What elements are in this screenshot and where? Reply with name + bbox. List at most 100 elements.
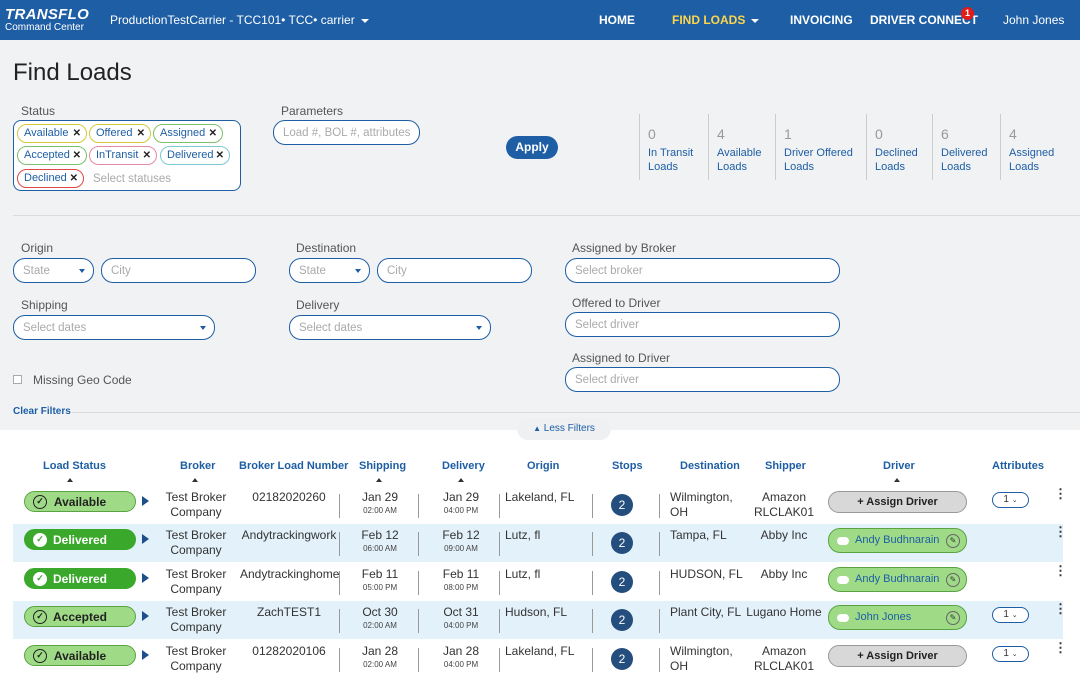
- stops-count[interactable]: 2: [611, 571, 633, 593]
- more-options-icon[interactable]: ⋮: [1054, 524, 1067, 539]
- edit-icon[interactable]: ✎: [946, 611, 960, 625]
- less-filters-button[interactable]: ▲ Less Filters: [517, 418, 611, 440]
- close-icon[interactable]: ✕: [142, 150, 151, 161]
- sort-arrow-icon[interactable]: [67, 478, 73, 482]
- apply-button[interactable]: Apply: [506, 136, 558, 159]
- driver-pill[interactable]: Andy Budhnarain ✎: [828, 528, 967, 553]
- stops-count[interactable]: 2: [611, 532, 633, 554]
- driver-pill[interactable]: Andy Budhnarain ✎: [828, 567, 967, 592]
- nav-find-loads[interactable]: FIND LOADS: [672, 13, 760, 27]
- attributes-dropdown[interactable]: 1 ⌄: [992, 492, 1029, 508]
- more-options-icon[interactable]: ⋮: [1054, 601, 1067, 616]
- user-menu[interactable]: John Jones: [1003, 13, 1065, 27]
- col-load-status[interactable]: Load Status: [43, 460, 106, 472]
- close-icon[interactable]: ✕: [69, 173, 78, 184]
- chat-bubble-icon[interactable]: [837, 537, 849, 545]
- load-number[interactable]: Andytrackinghome: [240, 567, 340, 581]
- sort-arrow-icon[interactable]: [894, 478, 900, 482]
- status-multiselect[interactable]: Available ✕ Offered ✕ Assigned ✕ Accepted ✕ …: [13, 120, 241, 191]
- offered-to-driver-select[interactable]: Select driver: [565, 312, 840, 337]
- stat-available[interactable]: 4 Available Loads: [708, 114, 774, 180]
- assigned-to-driver-select[interactable]: Select driver: [565, 367, 840, 392]
- close-icon[interactable]: ✕: [72, 150, 81, 161]
- col-shipping[interactable]: Shipping: [359, 460, 407, 472]
- nav-home[interactable]: HOME: [599, 13, 635, 27]
- status-pill-available[interactable]: ✓ Available: [24, 645, 136, 666]
- chip-declined[interactable]: Declined ✕: [17, 169, 84, 188]
- col-destination[interactable]: Destination: [680, 460, 740, 472]
- table-row[interactable]: ✓ Accepted Test Broker Company ZachTEST1 O…: [13, 601, 1067, 639]
- stops-count[interactable]: 2: [611, 494, 633, 516]
- load-number[interactable]: Andytrackingwork: [241, 528, 337, 542]
- more-options-icon[interactable]: ⋮: [1054, 640, 1067, 655]
- shipping-date-select[interactable]: Select dates: [13, 315, 215, 340]
- close-icon[interactable]: ✕: [208, 128, 217, 139]
- stat-assigned[interactable]: 4 Assigned Loads: [1000, 114, 1070, 180]
- close-icon[interactable]: ✕: [72, 128, 81, 139]
- stops-count[interactable]: 2: [611, 648, 633, 670]
- expand-arrow-icon[interactable]: [142, 573, 149, 583]
- expand-arrow-icon[interactable]: [142, 650, 149, 660]
- col-delivery[interactable]: Delivery: [442, 460, 485, 472]
- close-icon[interactable]: ✕: [215, 150, 224, 161]
- expand-arrow-icon[interactable]: [142, 534, 149, 544]
- destination-city-input[interactable]: City: [377, 258, 532, 283]
- transflo-logo[interactable]: TRANSFLO Command Center: [5, 7, 89, 33]
- close-icon[interactable]: ✕: [136, 128, 145, 139]
- chip-available[interactable]: Available ✕: [17, 124, 87, 143]
- col-attributes[interactable]: Attributes: [992, 460, 1044, 472]
- expand-arrow-icon[interactable]: [142, 496, 149, 506]
- col-broker-load-number[interactable]: Broker Load Number: [239, 460, 349, 472]
- col-stops[interactable]: Stops: [612, 460, 643, 472]
- driver-pill[interactable]: John Jones ✎: [828, 605, 967, 630]
- chat-bubble-icon[interactable]: [837, 614, 849, 622]
- chip-delivered[interactable]: Delivered ✕: [160, 146, 230, 165]
- parameters-input[interactable]: Load #, BOL #, attributes: [273, 120, 420, 145]
- stat-driver-offered[interactable]: 1 Driver Offered Loads: [775, 114, 865, 180]
- stops-count[interactable]: 2: [611, 609, 633, 631]
- table-row[interactable]: ✓ Delivered Test Broker Company Andytracki…: [13, 524, 1067, 562]
- assigned-by-broker-select[interactable]: Select broker: [565, 258, 840, 283]
- status-pill-accepted[interactable]: ✓ Accepted: [24, 606, 136, 627]
- carrier-selector[interactable]: ProductionTestCarrier - TCC101• TCC• car…: [110, 13, 369, 27]
- more-options-icon[interactable]: ⋮: [1054, 563, 1067, 578]
- col-broker[interactable]: Broker: [180, 460, 216, 472]
- origin-city-input[interactable]: City: [101, 258, 256, 283]
- chip-intransit[interactable]: InTransit ✕: [89, 146, 157, 165]
- load-number[interactable]: 01282020106: [252, 644, 326, 658]
- attributes-dropdown[interactable]: 1 ⌄: [992, 646, 1029, 662]
- assign-driver-button[interactable]: + Assign Driver: [828, 645, 967, 667]
- col-origin[interactable]: Origin: [527, 460, 560, 472]
- destination-state-select[interactable]: State: [289, 258, 370, 283]
- edit-icon[interactable]: ✎: [946, 534, 960, 548]
- col-shipper[interactable]: Shipper: [765, 460, 806, 472]
- stat-in-transit[interactable]: 0 In Transit Loads: [639, 114, 707, 180]
- status-pill-available[interactable]: ✓ Available: [24, 491, 136, 512]
- sort-arrow-icon[interactable]: [376, 478, 382, 482]
- table-row[interactable]: ✓ Available Test Broker Company 0128202010…: [13, 640, 1067, 677]
- edit-icon[interactable]: ✎: [946, 573, 960, 587]
- chat-bubble-icon[interactable]: [837, 576, 849, 584]
- nav-driver-connect[interactable]: DRIVER CONNECT: [870, 13, 979, 27]
- load-number[interactable]: ZachTEST1: [256, 605, 322, 619]
- assign-driver-button[interactable]: + Assign Driver: [828, 491, 967, 513]
- expand-arrow-icon[interactable]: [142, 611, 149, 621]
- status-pill-delivered[interactable]: ✓ Delivered: [24, 529, 136, 550]
- chip-assigned[interactable]: Assigned ✕: [153, 124, 223, 143]
- more-options-icon[interactable]: ⋮: [1054, 486, 1067, 501]
- nav-invoicing[interactable]: INVOICING: [790, 13, 853, 27]
- status-pill-delivered[interactable]: ✓ Delivered: [24, 568, 136, 589]
- chip-offered[interactable]: Offered ✕: [89, 124, 151, 143]
- table-row[interactable]: ✓ Available Test Broker Company 0218202026…: [13, 486, 1067, 524]
- sort-arrow-icon[interactable]: [192, 478, 198, 482]
- delivery-date-select[interactable]: Select dates: [289, 315, 491, 340]
- missing-geo-checkbox[interactable]: [13, 375, 22, 384]
- col-driver[interactable]: Driver: [883, 460, 915, 472]
- chip-accepted[interactable]: Accepted ✕: [17, 146, 87, 165]
- attributes-dropdown[interactable]: 1 ⌄: [992, 607, 1029, 623]
- stat-delivered[interactable]: 6 Delivered Loads: [932, 114, 999, 180]
- table-row[interactable]: ✓ Delivered Test Broker Company Andytracki…: [13, 563, 1067, 601]
- stat-declined[interactable]: 0 Declined Loads: [866, 114, 931, 180]
- load-number[interactable]: 02182020260: [252, 490, 326, 504]
- origin-state-select[interactable]: State: [13, 258, 94, 283]
